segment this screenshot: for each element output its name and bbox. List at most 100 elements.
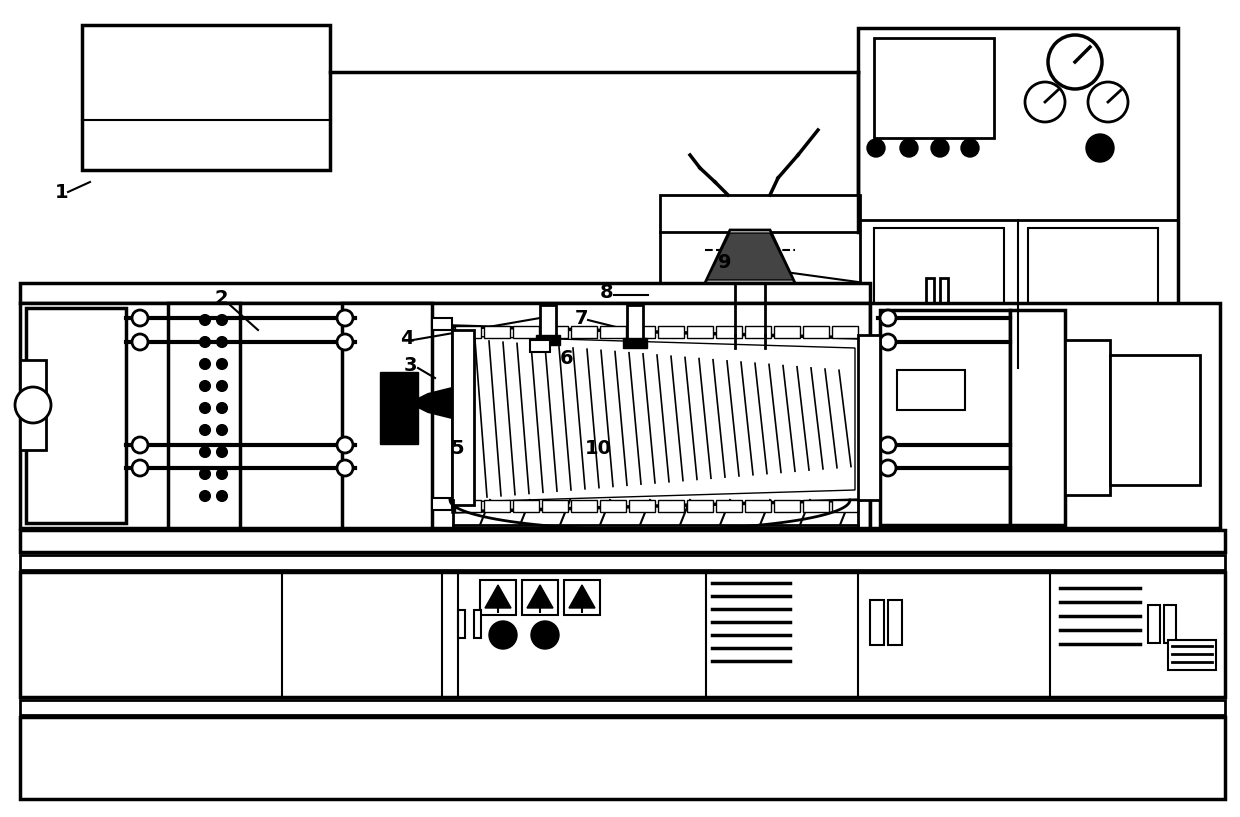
Circle shape <box>489 621 517 649</box>
Bar <box>82 25 330 170</box>
Polygon shape <box>485 585 511 608</box>
Bar <box>832 326 858 338</box>
Bar <box>888 600 901 645</box>
Text: 8: 8 <box>600 283 614 301</box>
Circle shape <box>1087 82 1128 122</box>
Bar <box>658 326 684 338</box>
Circle shape <box>337 310 353 326</box>
Bar <box>20 555 1225 570</box>
Bar <box>20 530 1225 552</box>
Bar <box>629 500 655 512</box>
Bar <box>897 370 965 410</box>
Bar <box>858 352 1178 368</box>
Bar <box>660 195 861 283</box>
Bar <box>20 700 1225 715</box>
Bar <box>600 326 626 338</box>
Polygon shape <box>707 233 794 280</box>
Text: 5: 5 <box>450 439 464 458</box>
Bar <box>542 326 568 338</box>
Bar <box>484 500 510 512</box>
Circle shape <box>217 447 227 457</box>
Circle shape <box>337 460 353 476</box>
Bar <box>745 500 771 512</box>
Bar <box>484 326 510 338</box>
Bar <box>167 303 241 528</box>
Bar <box>342 303 432 528</box>
Circle shape <box>217 359 227 369</box>
Bar <box>627 305 644 343</box>
Bar <box>542 500 568 512</box>
Bar <box>600 500 626 512</box>
Polygon shape <box>453 326 861 512</box>
Bar <box>432 498 453 510</box>
Bar <box>629 326 655 338</box>
Circle shape <box>880 437 897 453</box>
Circle shape <box>880 334 897 350</box>
Bar <box>870 600 884 645</box>
Bar <box>1148 605 1159 643</box>
Circle shape <box>200 337 210 347</box>
Bar <box>870 303 1220 528</box>
Circle shape <box>217 403 227 413</box>
Bar <box>536 335 560 345</box>
Bar <box>513 500 539 512</box>
Circle shape <box>131 437 148 453</box>
Text: 6: 6 <box>560 349 574 368</box>
Bar <box>1164 605 1176 643</box>
Polygon shape <box>410 388 453 418</box>
Text: 9: 9 <box>718 252 732 271</box>
Bar <box>1011 310 1065 525</box>
Bar <box>453 330 474 505</box>
Circle shape <box>200 403 210 413</box>
Bar <box>880 310 1011 525</box>
Bar <box>622 338 647 348</box>
Bar <box>874 38 994 138</box>
Circle shape <box>200 469 210 479</box>
Circle shape <box>217 491 227 501</box>
Circle shape <box>867 139 885 157</box>
Circle shape <box>1048 35 1102 89</box>
Circle shape <box>1025 82 1065 122</box>
Bar <box>874 228 1004 348</box>
Circle shape <box>131 310 148 326</box>
Circle shape <box>531 621 559 649</box>
Bar <box>379 372 418 444</box>
Circle shape <box>880 460 897 476</box>
Circle shape <box>880 310 897 326</box>
Circle shape <box>1086 134 1114 162</box>
Bar <box>539 305 556 340</box>
Text: 2: 2 <box>215 288 228 307</box>
Bar <box>832 500 858 512</box>
Bar <box>804 326 830 338</box>
Bar <box>687 326 713 338</box>
Circle shape <box>200 359 210 369</box>
Bar <box>455 326 481 338</box>
Polygon shape <box>410 396 427 410</box>
Bar <box>458 610 465 638</box>
Bar <box>804 500 830 512</box>
Circle shape <box>200 381 210 391</box>
Circle shape <box>15 387 51 423</box>
Circle shape <box>200 447 210 457</box>
Circle shape <box>337 437 353 453</box>
Text: 4: 4 <box>401 328 414 347</box>
Bar <box>570 326 596 338</box>
Bar <box>745 326 771 338</box>
Circle shape <box>200 315 210 325</box>
Text: 3: 3 <box>404 355 418 374</box>
Circle shape <box>931 139 949 157</box>
Bar <box>774 326 800 338</box>
Circle shape <box>200 425 210 435</box>
Bar <box>26 308 126 523</box>
Bar <box>455 500 481 512</box>
Bar <box>522 580 558 615</box>
Polygon shape <box>569 585 595 608</box>
Circle shape <box>217 315 227 325</box>
Bar <box>513 326 539 338</box>
Bar <box>480 580 516 615</box>
Circle shape <box>337 334 353 350</box>
Bar <box>20 283 870 303</box>
Bar <box>20 360 46 450</box>
Circle shape <box>217 381 227 391</box>
Circle shape <box>200 491 210 501</box>
